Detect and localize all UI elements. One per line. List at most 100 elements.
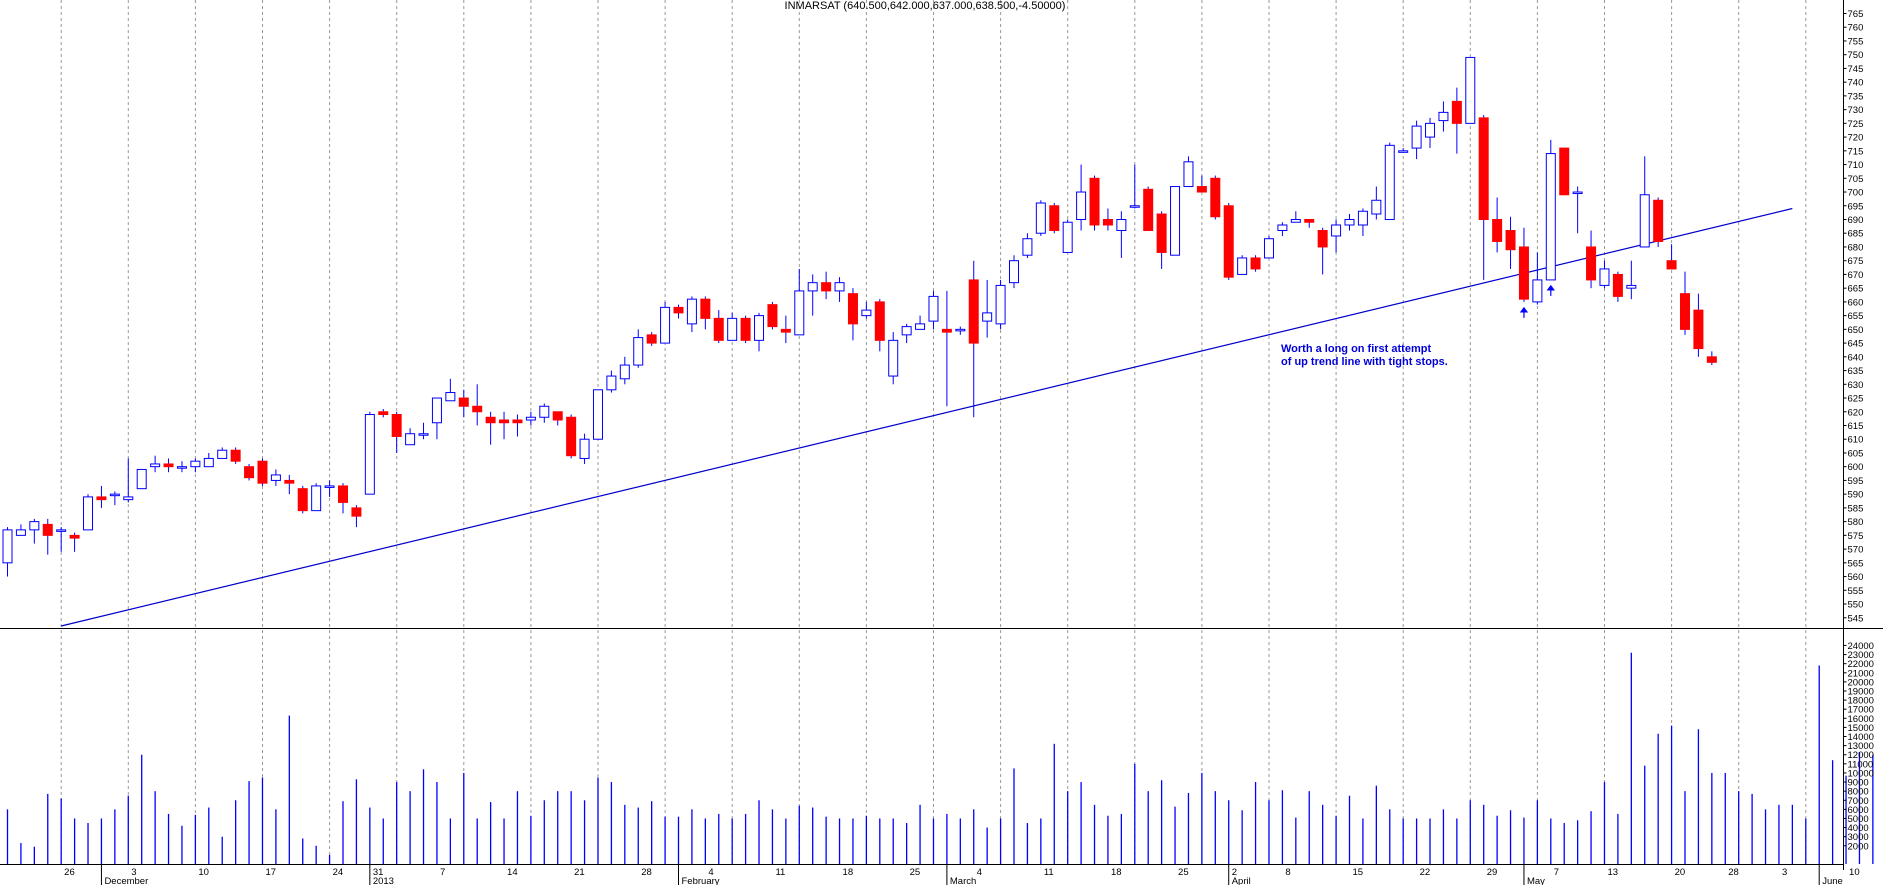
candle-body-down <box>1680 293 1690 330</box>
candle <box>1653 197 1664 247</box>
price-tick-label: 730 <box>1848 105 1864 116</box>
candle-body-up <box>29 521 40 531</box>
candle <box>190 458 201 473</box>
candle <box>1049 203 1060 234</box>
price-tick-label: 655 <box>1848 311 1864 322</box>
price-tick-label: 600 <box>1848 462 1864 473</box>
candle-body-up <box>15 529 26 536</box>
candle <box>378 409 389 418</box>
candle-body-down <box>646 334 657 344</box>
candle-body-up <box>888 339 899 377</box>
candle <box>1102 208 1113 231</box>
candle-body-up <box>190 460 201 468</box>
day-tick-label: 24 <box>333 867 344 878</box>
candle <box>1478 115 1489 280</box>
candle <box>888 332 899 385</box>
candle <box>646 332 657 346</box>
candle <box>941 290 952 407</box>
volume-tick-label: 22000 <box>1848 659 1874 670</box>
price-tick-label: 555 <box>1848 586 1864 597</box>
candle-body-up <box>324 485 335 488</box>
candles <box>2 56 1717 577</box>
candle-body-down <box>284 479 295 484</box>
candle <box>780 315 791 344</box>
candle <box>915 315 926 330</box>
candle <box>123 458 134 503</box>
candle <box>525 411 536 426</box>
candle <box>176 461 187 473</box>
candle-body-down <box>499 419 510 424</box>
day-tick-label: 14 <box>507 867 518 878</box>
candle <box>512 414 523 437</box>
candle <box>1465 56 1476 124</box>
candle <box>700 296 711 330</box>
price-tick-label: 680 <box>1848 242 1864 253</box>
candle <box>794 268 805 336</box>
volume-tick-label: 2000 <box>1848 841 1869 852</box>
candle-body-up <box>861 309 872 317</box>
day-tick-label: 3 <box>1782 867 1787 878</box>
candle <box>955 326 966 335</box>
candle <box>1518 227 1529 302</box>
day-tick-label: 28 <box>1728 867 1739 878</box>
candle-body-down <box>1102 218 1113 226</box>
candle <box>901 323 912 344</box>
candle <box>995 279 1006 330</box>
month-tick-label: February <box>682 876 720 885</box>
price-tick-label: 695 <box>1848 201 1864 212</box>
price-tick-label: 700 <box>1848 188 1864 199</box>
candle <box>1680 271 1690 335</box>
candle-body-up <box>1545 153 1556 281</box>
volume-tick-label: 10000 <box>1848 768 1874 779</box>
time-axis: 26 3 10 17 24 31 7 14 21 28 4 11 18 25 4 11 18 25 2 8 15 22 29… <box>64 865 1860 885</box>
price-tick-label: 565 <box>1848 558 1864 569</box>
day-tick-label: 20 <box>1675 867 1686 878</box>
price-tick-label: 645 <box>1848 339 1864 350</box>
price-tick-label: 720 <box>1848 133 1864 144</box>
candle-body-up <box>123 496 134 501</box>
day-tick-label: 15 <box>1353 867 1364 878</box>
price-tick-label: 570 <box>1848 545 1864 556</box>
price-tick-label: 740 <box>1848 78 1864 89</box>
candle <box>472 384 483 426</box>
candle-body-down <box>847 293 858 325</box>
volume-tick-label: 15000 <box>1848 723 1874 734</box>
candle-body-down <box>673 306 684 314</box>
price-tick-label: 760 <box>1848 23 1864 34</box>
grid <box>60 0 1807 864</box>
candle <box>1210 175 1221 220</box>
candle-body-down <box>1210 177 1221 218</box>
candle-body-up <box>1344 218 1355 226</box>
candle <box>42 518 53 555</box>
candle-body-up <box>1009 260 1019 284</box>
day-tick-label: 29 <box>1487 867 1498 878</box>
candle-body-down <box>1143 188 1154 231</box>
volume-tick-label: 13000 <box>1848 741 1874 752</box>
candle <box>284 474 295 495</box>
candle-body-up <box>1290 218 1301 223</box>
candle <box>1331 219 1342 253</box>
candle <box>1304 218 1315 228</box>
candle-body-up <box>1022 238 1033 256</box>
volume-tick-label: 18000 <box>1848 696 1874 707</box>
candle <box>29 518 40 544</box>
candle <box>418 422 429 440</box>
day-tick-label: 10 <box>198 867 209 878</box>
candle-body-up <box>660 306 671 344</box>
candle <box>1612 271 1623 302</box>
candle <box>673 304 684 319</box>
volume-tick-label: 9000 <box>1848 778 1869 789</box>
month-tick-label: June <box>1822 876 1843 885</box>
candle <box>592 389 603 440</box>
candle <box>1357 208 1368 236</box>
candle-body-down <box>740 317 751 341</box>
candle <box>1290 211 1301 223</box>
day-tick-label: 25 <box>910 867 921 878</box>
volume-tick-label: 4000 <box>1848 823 1869 834</box>
day-tick-label: 22 <box>1420 867 1431 878</box>
candle <box>552 411 563 426</box>
candle-body-down <box>821 282 832 292</box>
candle <box>136 468 147 490</box>
candle <box>982 279 993 338</box>
candle <box>230 447 241 464</box>
